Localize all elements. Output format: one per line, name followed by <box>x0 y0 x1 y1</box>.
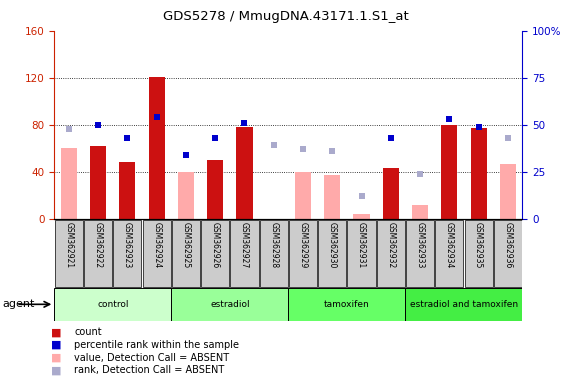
Text: GSM362923: GSM362923 <box>123 222 132 268</box>
Bar <box>54 288 171 321</box>
Text: tamoxifen: tamoxifen <box>324 300 370 309</box>
Text: ■: ■ <box>51 327 62 337</box>
Bar <box>84 220 112 287</box>
Bar <box>471 128 486 219</box>
Bar <box>348 220 376 287</box>
Bar <box>465 220 493 287</box>
Text: GSM362933: GSM362933 <box>416 222 425 269</box>
Bar <box>236 127 252 219</box>
Bar <box>178 172 194 219</box>
Text: estradiol and tamoxifen: estradiol and tamoxifen <box>410 300 518 309</box>
Bar <box>441 125 457 219</box>
Bar <box>295 172 311 219</box>
Bar <box>405 288 522 321</box>
Bar <box>172 220 200 287</box>
Bar <box>353 214 369 219</box>
Bar <box>114 220 142 287</box>
Text: GSM362936: GSM362936 <box>503 222 512 269</box>
Bar <box>494 220 522 287</box>
Text: percentile rank within the sample: percentile rank within the sample <box>74 340 239 350</box>
Bar <box>201 220 229 287</box>
Bar <box>500 164 516 219</box>
Text: GSM362931: GSM362931 <box>357 222 366 268</box>
Text: GSM362922: GSM362922 <box>94 222 103 268</box>
Bar <box>55 220 83 287</box>
Bar <box>90 146 106 219</box>
Bar <box>61 148 77 219</box>
Bar <box>412 205 428 219</box>
Text: ■: ■ <box>51 353 62 362</box>
Text: rank, Detection Call = ABSENT: rank, Detection Call = ABSENT <box>74 365 224 375</box>
Text: GSM362934: GSM362934 <box>445 222 454 269</box>
Bar <box>435 220 463 287</box>
Bar <box>318 220 346 287</box>
Bar <box>207 160 223 219</box>
Text: GDS5278 / MmugDNA.43171.1.S1_at: GDS5278 / MmugDNA.43171.1.S1_at <box>163 10 408 23</box>
Text: GSM362935: GSM362935 <box>474 222 483 269</box>
Text: ■: ■ <box>51 340 62 350</box>
Text: count: count <box>74 327 102 337</box>
Text: GSM362928: GSM362928 <box>269 222 278 268</box>
Bar <box>148 76 164 219</box>
Text: GSM362932: GSM362932 <box>386 222 395 268</box>
Text: GSM362924: GSM362924 <box>152 222 161 268</box>
Text: GSM362921: GSM362921 <box>65 222 74 268</box>
Bar <box>171 288 288 321</box>
Bar <box>260 220 288 287</box>
Bar <box>119 162 135 219</box>
Text: value, Detection Call = ABSENT: value, Detection Call = ABSENT <box>74 353 230 362</box>
Text: GSM362930: GSM362930 <box>328 222 337 269</box>
Bar <box>383 168 399 219</box>
Text: GSM362926: GSM362926 <box>211 222 220 268</box>
Bar <box>288 288 405 321</box>
Bar <box>324 175 340 219</box>
Text: estradiol: estradiol <box>210 300 250 309</box>
Bar <box>231 220 259 287</box>
Bar <box>289 220 317 287</box>
Text: GSM362925: GSM362925 <box>182 222 191 268</box>
Text: GSM362929: GSM362929 <box>299 222 308 268</box>
Text: ■: ■ <box>51 365 62 375</box>
Bar <box>377 220 405 287</box>
Text: agent: agent <box>3 299 35 310</box>
Bar <box>143 220 171 287</box>
Bar <box>406 220 434 287</box>
Text: control: control <box>97 300 128 309</box>
Text: GSM362927: GSM362927 <box>240 222 249 268</box>
